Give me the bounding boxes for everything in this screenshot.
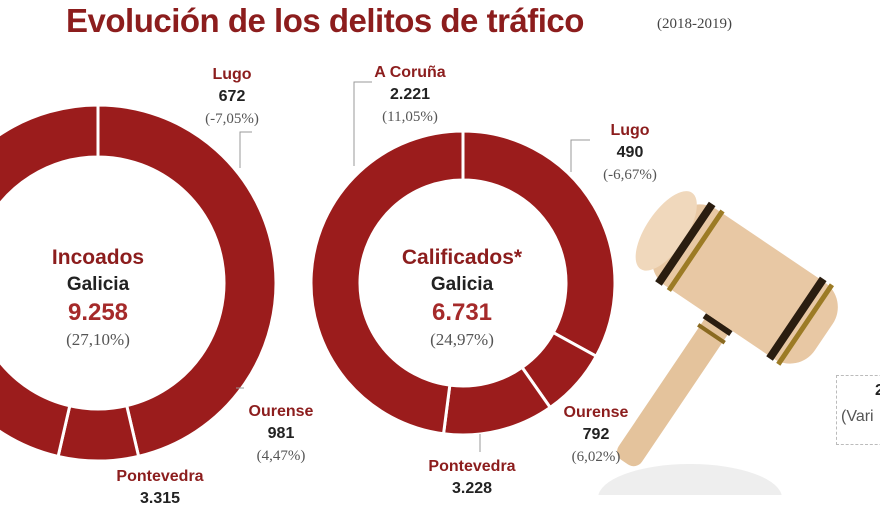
partial-label: (Vari — [841, 408, 874, 425]
label-lugo-incoados: Lugo 672 (-7,05%) — [205, 66, 259, 127]
center-calificados: Calificados* Galicia 6.731 (24,97%) — [401, 246, 523, 349]
right-partial-box: 2 (Vari — [836, 375, 880, 445]
donut-slice-0-1 — [56, 403, 141, 463]
label-pontevedra-incoados: Pontevedra 3.315 — [116, 468, 204, 507]
donut-slice-1-3 — [309, 129, 465, 436]
gavel-icon — [598, 191, 838, 495]
leader-lines — [236, 81, 590, 452]
label-ourense-calificados: Ourense 792 (6,02%) — [563, 404, 629, 465]
donut-slice-0-0 — [96, 103, 278, 459]
donut-slice-1-0 — [461, 129, 617, 359]
label-a-coruna-calificados: A Coruña 2.221 (11,05%) — [374, 64, 446, 125]
center-incoados: Incoados Galicia 9.258 (27,10%) — [51, 246, 145, 349]
donut-calificados — [309, 129, 617, 437]
donut-slice-0-2 — [0, 360, 72, 459]
partial-value: 2 — [875, 382, 880, 399]
label-ourense-incoados: Ourense 981 (4,47%) — [248, 403, 314, 464]
donut-charts — [0, 81, 838, 495]
page-title: Evolución de los delitos de tráfico — [66, 2, 584, 39]
donut-slice-0-3 — [0, 103, 100, 365]
donut-incoados — [0, 103, 278, 463]
label-lugo-calificados: Lugo 490 (-6,67%) — [603, 122, 657, 183]
label-pontevedra-calificados: Pontevedra 3.228 — [428, 458, 516, 497]
page-period: (2018-2019) — [657, 16, 732, 32]
